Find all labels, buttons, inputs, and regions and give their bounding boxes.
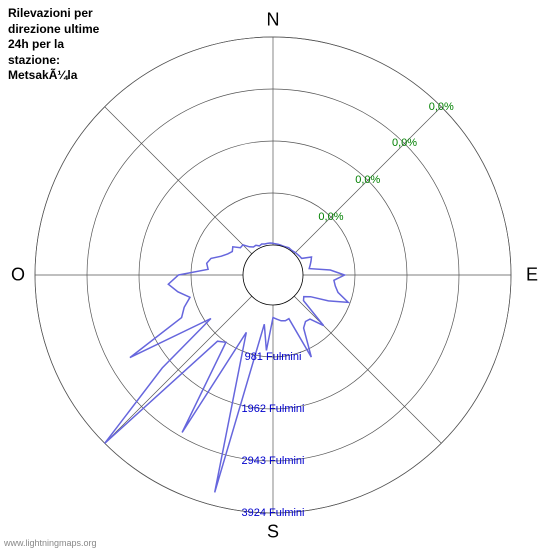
ring-label-upper-3: 0,0% (429, 101, 454, 113)
ring-label-lower-1: 1962 Fulmini (242, 403, 305, 415)
ring-label-upper-2: 0,0% (392, 137, 417, 149)
cardinal-n: N (267, 10, 280, 31)
cardinal-s: S (267, 522, 279, 543)
cardinal-o: O (11, 265, 25, 286)
ring-label-lower-0: 981 Fulmini (245, 351, 302, 363)
ring-label-lower-3: 3924 Fulmini (242, 507, 305, 519)
polar-chart (0, 0, 550, 550)
cardinal-e: E (526, 265, 538, 286)
ring-label-upper-1: 0,0% (355, 174, 380, 186)
ring-label-lower-2: 2943 Fulmini (242, 455, 305, 467)
ring-label-upper-0: 0,0% (318, 211, 343, 223)
